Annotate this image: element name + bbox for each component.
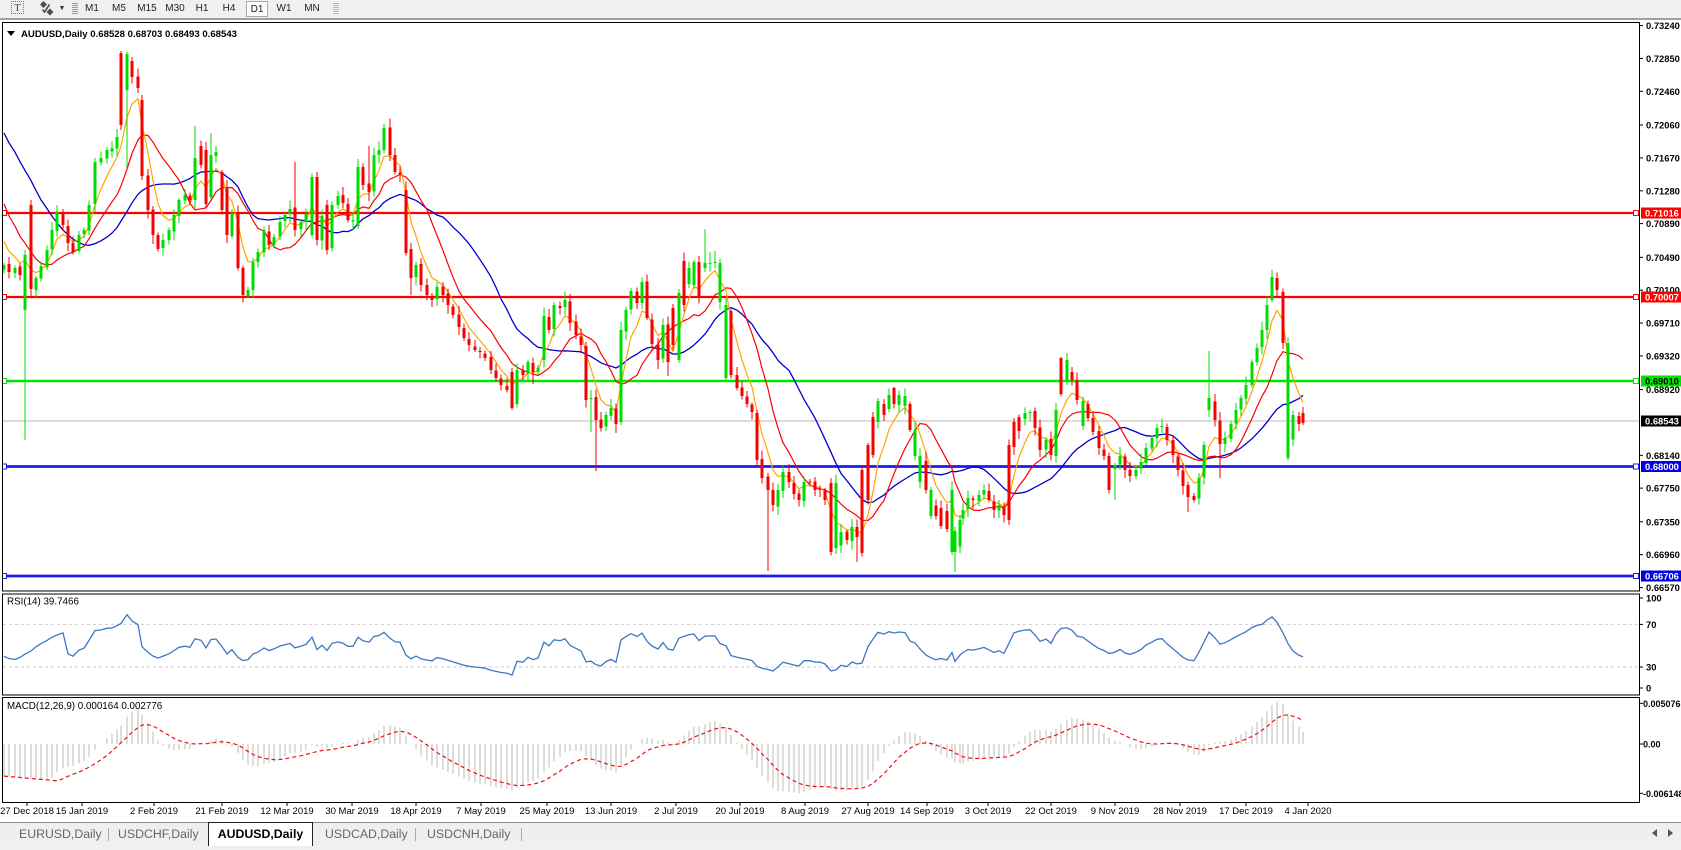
svg-text:2 Jul 2019: 2 Jul 2019	[654, 806, 698, 817]
svg-text:70: 70	[1646, 619, 1656, 630]
svg-text:0.70007: 0.70007	[1645, 292, 1679, 303]
svg-text:0.71280: 0.71280	[1646, 185, 1680, 196]
svg-text:MACD(12,26,9) 0.000164 0.00277: MACD(12,26,9) 0.000164 0.002776	[7, 701, 163, 712]
svg-text:-0.006148: -0.006148	[1643, 789, 1681, 799]
svg-text:0.70890: 0.70890	[1646, 218, 1680, 229]
svg-text:100: 100	[1646, 593, 1662, 604]
svg-text:2 Feb 2019: 2 Feb 2019	[130, 806, 178, 817]
svg-text:0.005076: 0.005076	[1643, 699, 1681, 709]
svg-text:0.66960: 0.66960	[1646, 549, 1680, 560]
svg-text:0.68543: 0.68543	[1645, 416, 1679, 427]
svg-text:27 Aug 2019: 27 Aug 2019	[841, 806, 894, 817]
svg-text:0.71016: 0.71016	[1645, 208, 1679, 219]
svg-text:25 May 2019: 25 May 2019	[520, 806, 575, 817]
svg-text:0.67750: 0.67750	[1646, 483, 1680, 494]
svg-text:0.68140: 0.68140	[1646, 450, 1680, 461]
svg-text:0.66706: 0.66706	[1645, 571, 1679, 582]
svg-text:9 Nov 2019: 9 Nov 2019	[1091, 806, 1140, 817]
svg-text:0.73240: 0.73240	[1646, 20, 1680, 31]
svg-text:0.69010: 0.69010	[1645, 376, 1679, 387]
svg-text:0.70490: 0.70490	[1646, 252, 1680, 263]
svg-text:22 Oct 2019: 22 Oct 2019	[1025, 806, 1077, 817]
svg-text:0.66570: 0.66570	[1646, 582, 1680, 593]
svg-text:27 Dec 2018: 27 Dec 2018	[0, 806, 54, 817]
svg-text:0.00: 0.00	[1643, 740, 1661, 750]
svg-text:18 Apr 2019: 18 Apr 2019	[390, 806, 441, 817]
svg-text:30 Mar 2019: 30 Mar 2019	[325, 806, 378, 817]
svg-text:AUDUSD,Daily 0.68528 0.68703: AUDUSD,Daily 0.68528 0.68703 0.68493 0.6…	[21, 29, 237, 40]
svg-text:21 Feb 2019: 21 Feb 2019	[195, 806, 248, 817]
svg-text:14 Sep 2019: 14 Sep 2019	[900, 806, 954, 817]
svg-text:0.67350: 0.67350	[1646, 516, 1680, 527]
svg-text:0.71670: 0.71670	[1646, 152, 1680, 163]
svg-text:4 Jan 2020: 4 Jan 2020	[1284, 806, 1331, 817]
svg-text:0.72060: 0.72060	[1646, 120, 1680, 131]
svg-text:13 Jun 2019: 13 Jun 2019	[585, 806, 637, 817]
svg-text:3 Oct 2019: 3 Oct 2019	[965, 806, 1011, 817]
svg-text:0: 0	[1646, 683, 1651, 694]
svg-text:17 Dec 2019: 17 Dec 2019	[1219, 806, 1273, 817]
svg-text:30: 30	[1646, 662, 1656, 673]
svg-text:0.72850: 0.72850	[1646, 53, 1680, 64]
svg-text:20 Jul 2019: 20 Jul 2019	[715, 806, 764, 817]
svg-text:0.69710: 0.69710	[1646, 318, 1680, 329]
svg-text:7 May 2019: 7 May 2019	[456, 806, 506, 817]
svg-text:RSI(14) 39.7466: RSI(14) 39.7466	[7, 597, 79, 608]
svg-text:0.72460: 0.72460	[1646, 86, 1680, 97]
svg-text:0.69320: 0.69320	[1646, 350, 1680, 361]
svg-text:8 Aug 2019: 8 Aug 2019	[781, 806, 829, 817]
svg-text:0.68000: 0.68000	[1645, 461, 1679, 472]
svg-text:28 Nov 2019: 28 Nov 2019	[1153, 806, 1207, 817]
svg-text:0.68920: 0.68920	[1646, 384, 1680, 395]
svg-text:15 Jan 2019: 15 Jan 2019	[56, 806, 108, 817]
svg-text:0.70100: 0.70100	[1646, 285, 1680, 296]
svg-text:12 Mar 2019: 12 Mar 2019	[260, 806, 313, 817]
